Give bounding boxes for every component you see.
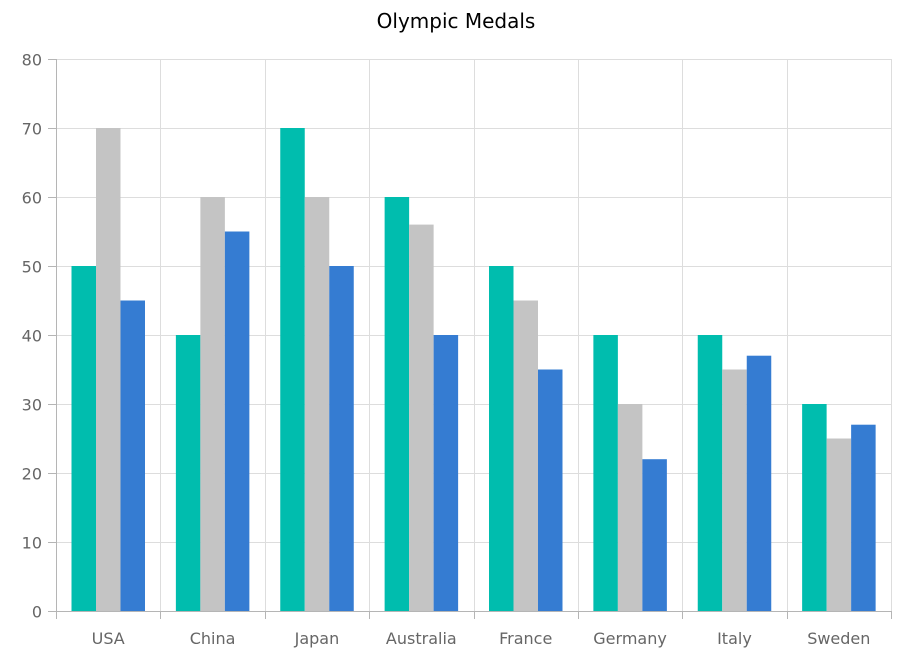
- y-tick-label: 10: [22, 534, 42, 553]
- bar-italy-series-1: [697, 335, 723, 611]
- y-tick-label: 20: [22, 465, 42, 484]
- bar-sweden-series-1: [802, 404, 827, 611]
- bar-france-series-3: [538, 369, 563, 611]
- y-tick-label: 80: [22, 51, 42, 70]
- bar-usa-series-2: [96, 128, 121, 611]
- y-tick-label: 50: [22, 258, 42, 277]
- bar-germany-series-2: [617, 404, 643, 611]
- bar-usa-series-3: [120, 300, 145, 611]
- bar-usa-series-1: [71, 266, 96, 611]
- bar-france-series-1: [489, 266, 514, 611]
- x-tick-label: Japan: [294, 629, 340, 648]
- bar-germany-series-3: [642, 459, 667, 611]
- x-tick-label: USA: [92, 629, 125, 648]
- bar-china-series-3: [224, 231, 250, 611]
- y-tick-label: 70: [22, 120, 42, 139]
- y-tick-label: 0: [32, 603, 42, 622]
- x-tick-label: Australia: [386, 629, 457, 648]
- bar-italy-series-3: [746, 355, 772, 611]
- bar-australia-series-2: [409, 224, 434, 611]
- y-tick-label: 30: [22, 396, 42, 415]
- bar-sweden-series-2: [826, 438, 852, 611]
- y-tick-label: 40: [22, 327, 42, 346]
- x-tick-label: China: [190, 629, 236, 648]
- x-tick-label: Italy: [717, 629, 752, 648]
- bar-china-series-1: [175, 335, 201, 611]
- chart-title: Olympic Medals: [376, 9, 536, 33]
- bar-japan-series-3: [329, 266, 354, 611]
- bar-japan-series-2: [304, 197, 330, 611]
- x-tick-label: France: [499, 629, 552, 648]
- bar-italy-series-2: [722, 369, 747, 611]
- x-tick-label: Sweden: [807, 629, 870, 648]
- bar-sweden-series-3: [851, 424, 876, 611]
- bar-australia-series-1: [384, 197, 410, 611]
- bar-germany-series-1: [593, 335, 618, 611]
- bar-japan-series-1: [280, 128, 305, 611]
- x-tick-label: Germany: [593, 629, 667, 648]
- bar-france-series-2: [513, 300, 538, 611]
- y-tick-label: 60: [22, 189, 42, 208]
- bar-australia-series-3: [433, 335, 459, 611]
- bar-china-series-2: [200, 197, 225, 611]
